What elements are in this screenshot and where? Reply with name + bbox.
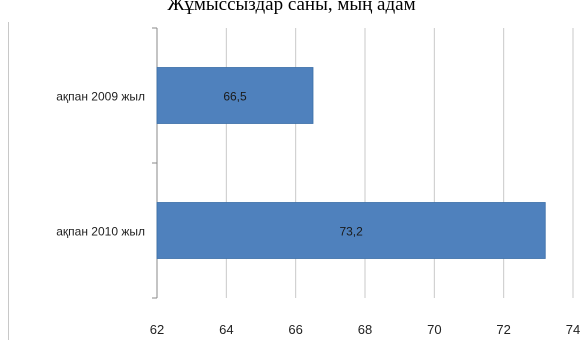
x-tick-label-74: 74 (566, 322, 580, 337)
category-label-0: ақпан 2009 жыл (56, 90, 145, 104)
x-tick-label-66: 66 (288, 322, 302, 337)
x-tick-label-62: 62 (150, 322, 164, 337)
x-tick-label-70: 70 (427, 322, 441, 337)
bar-data-label-1: 73,2 (339, 225, 363, 239)
x-tick-label-72: 72 (496, 322, 510, 337)
bar-data-label-0: 66,5 (223, 90, 247, 104)
x-tick-label-64: 64 (219, 322, 233, 337)
x-tick-label-68: 68 (358, 322, 372, 337)
axes (152, 28, 157, 298)
category-label-1: ақпан 2010 жыл (56, 225, 145, 239)
